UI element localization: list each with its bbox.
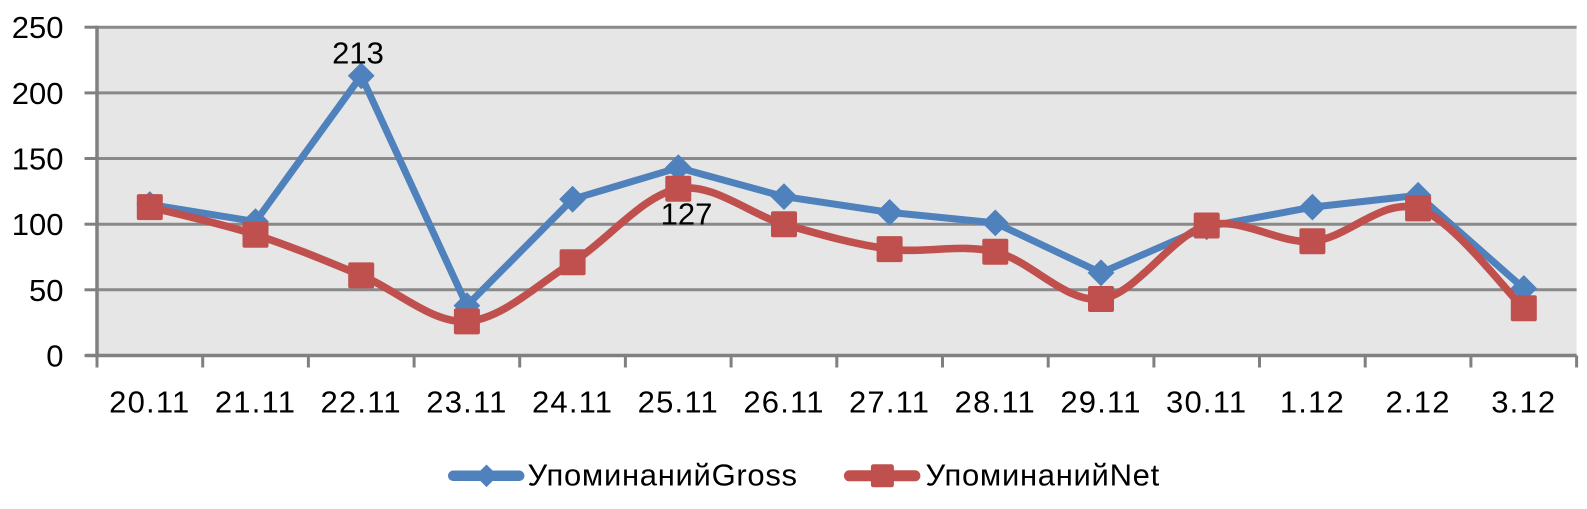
svg-text:21.11: 21.11 xyxy=(215,384,296,419)
svg-text:127: 127 xyxy=(661,197,713,232)
svg-text:30.11: 30.11 xyxy=(1166,384,1247,419)
svg-text:2.12: 2.12 xyxy=(1386,384,1451,419)
svg-text:0: 0 xyxy=(46,339,63,374)
svg-text:150: 150 xyxy=(12,142,64,177)
svg-text:3.12: 3.12 xyxy=(1491,384,1556,419)
svg-text:50: 50 xyxy=(29,273,63,308)
svg-text:26.11: 26.11 xyxy=(743,384,824,419)
svg-text:23.11: 23.11 xyxy=(426,384,507,419)
svg-text:28.11: 28.11 xyxy=(955,384,1036,419)
svg-text:УпоминанийNet: УпоминанийNet xyxy=(926,458,1160,493)
svg-text:25.11: 25.11 xyxy=(638,384,719,419)
svg-text:24.11: 24.11 xyxy=(532,384,613,419)
svg-text:УпоминанийGross: УпоминанийGross xyxy=(528,458,798,493)
svg-text:213: 213 xyxy=(332,36,384,71)
svg-text:29.11: 29.11 xyxy=(1060,384,1141,419)
svg-text:200: 200 xyxy=(12,76,64,111)
svg-text:250: 250 xyxy=(12,10,64,45)
svg-text:22.11: 22.11 xyxy=(321,384,402,419)
svg-text:1.12: 1.12 xyxy=(1280,384,1345,419)
svg-text:100: 100 xyxy=(12,207,64,242)
svg-text:27.11: 27.11 xyxy=(849,384,930,419)
svg-text:20.11: 20.11 xyxy=(109,384,190,419)
